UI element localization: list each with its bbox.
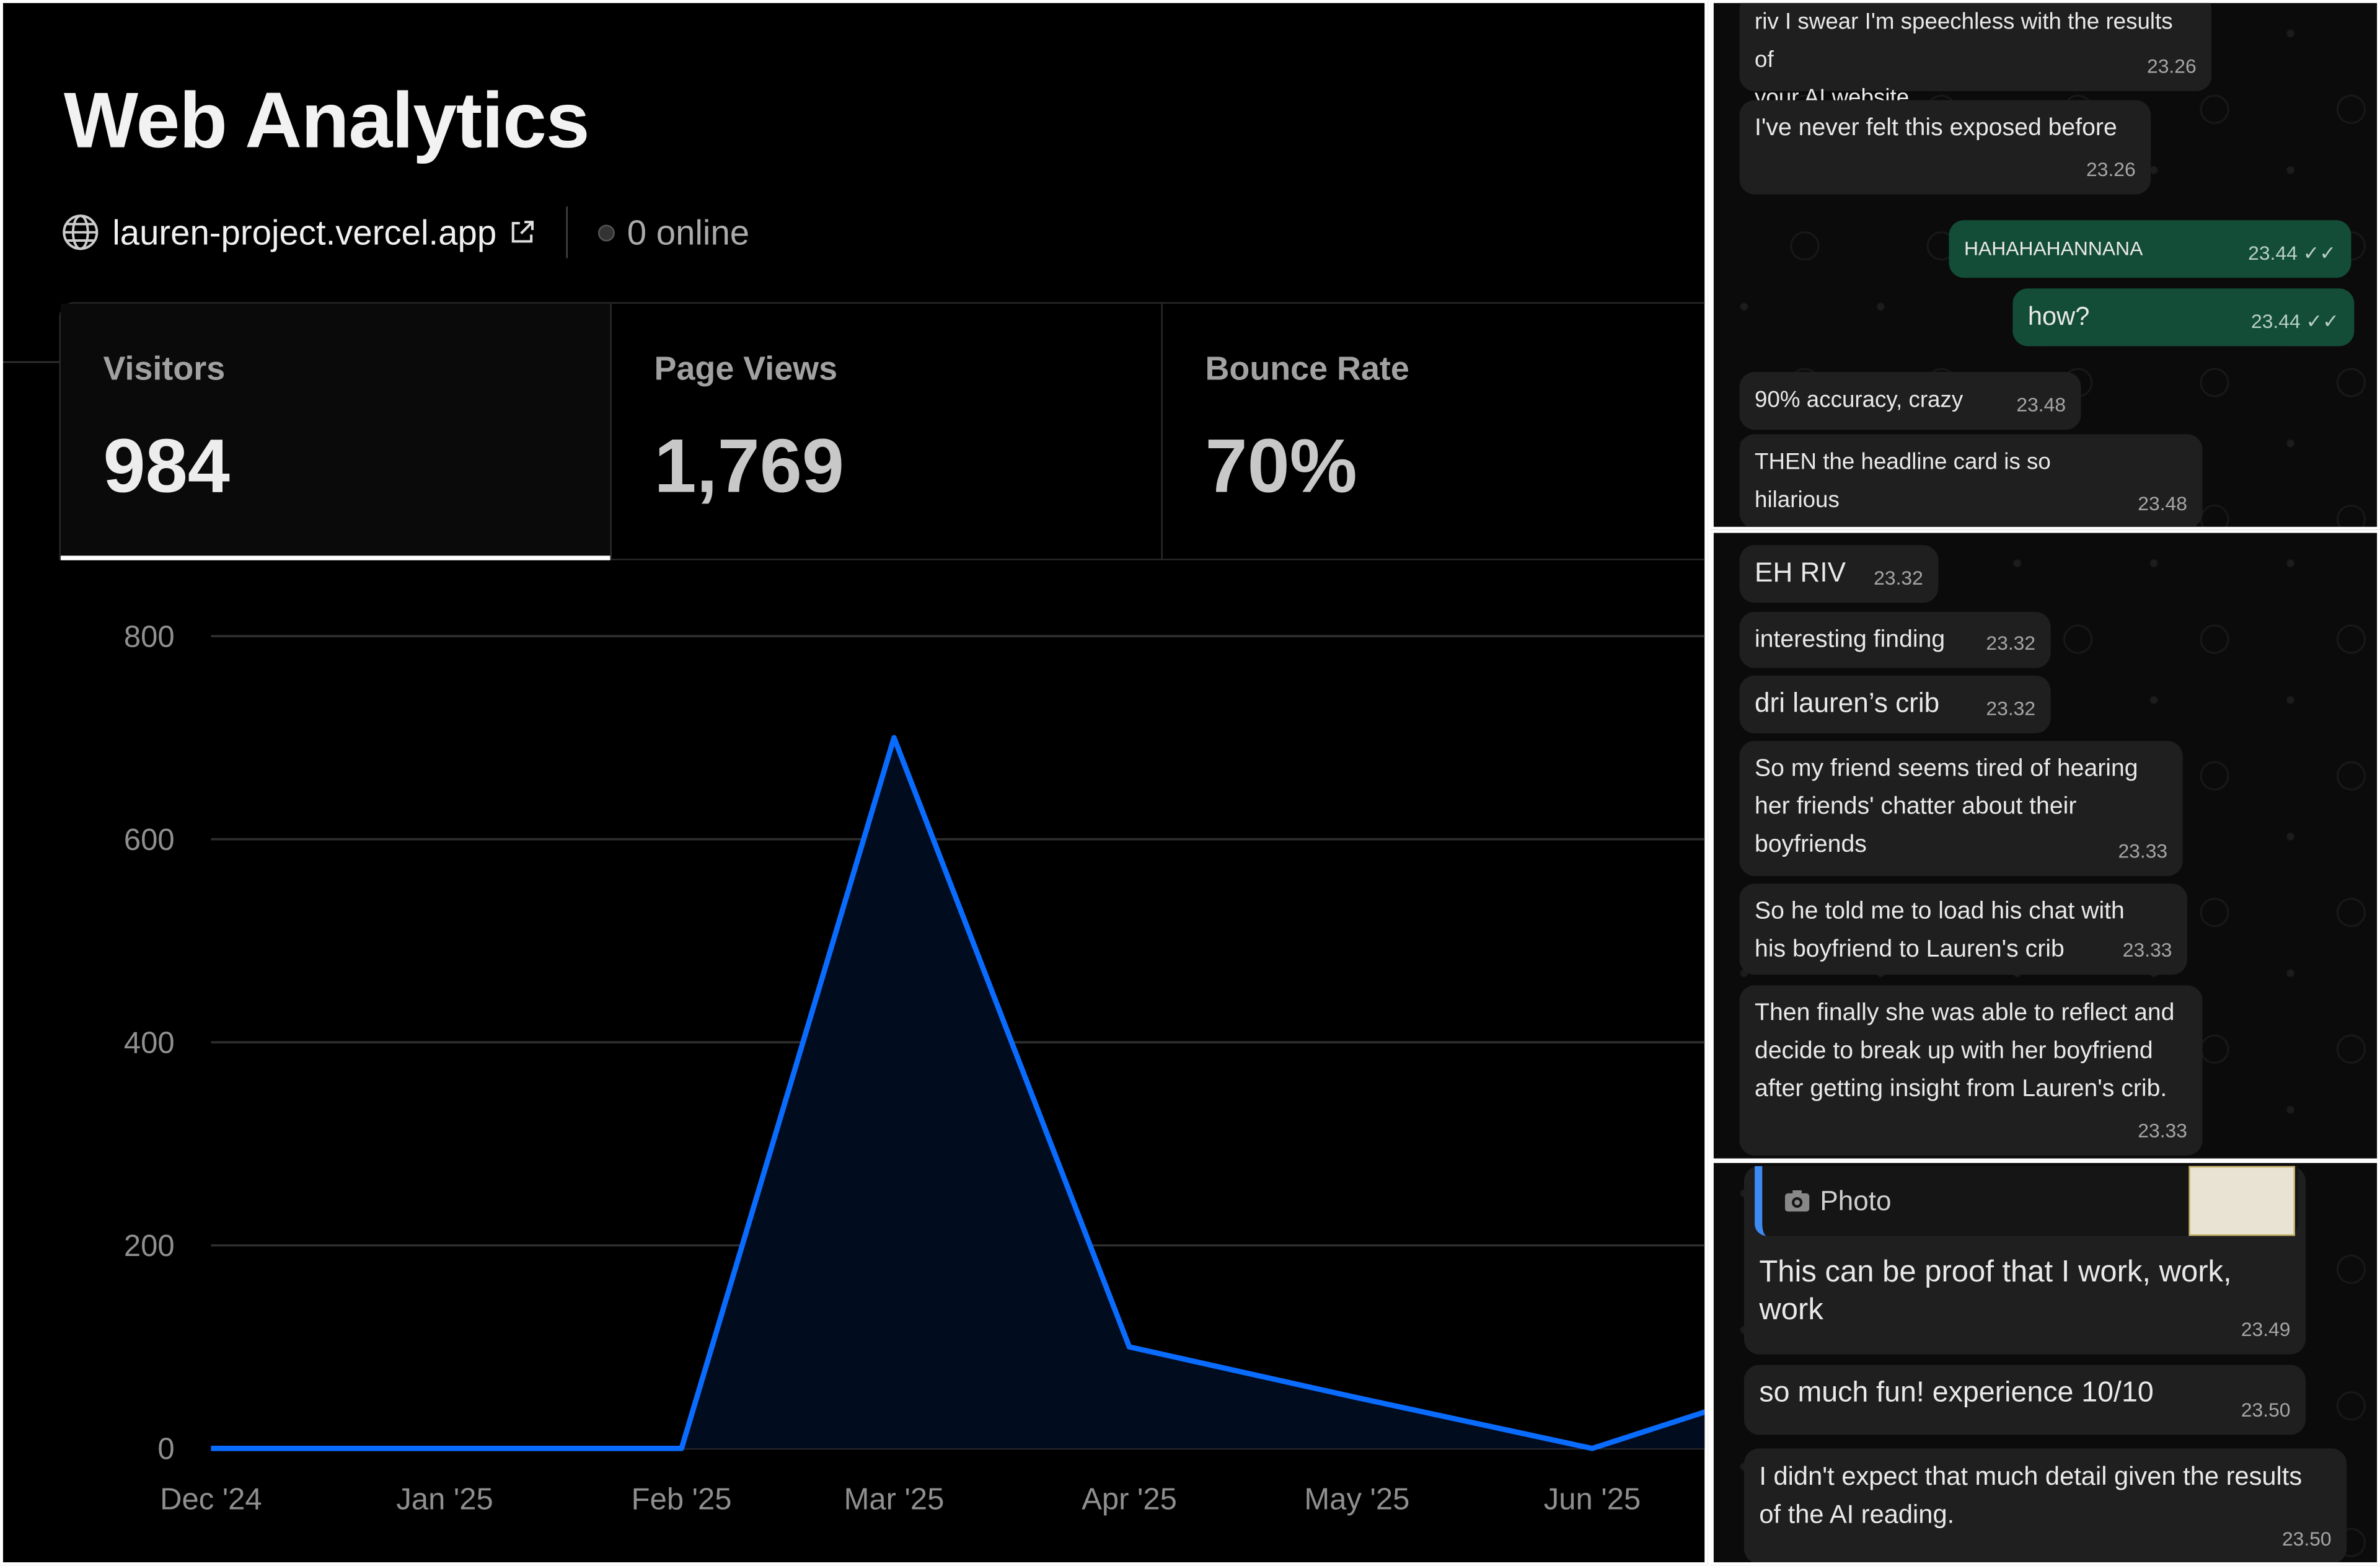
received-message-bubble[interactable]: dri lauren’s crib 23.32 (1739, 675, 2051, 733)
x-tick-label: Apr '25 (1082, 1482, 1177, 1516)
divider (566, 206, 568, 259)
message-time: 23.33 (2138, 1118, 2188, 1142)
metric-value: 984 (103, 423, 230, 509)
message-text: decide to break up with her boyfriend (1755, 1038, 2153, 1064)
metric-label: Bounce Rate (1205, 349, 1409, 387)
message-text: Then finally she was able to reflect and (1755, 1000, 2175, 1027)
received-message-bubble[interactable]: THEN the headline card is so hilarious 23.… (1739, 434, 2203, 527)
x-tick-label: Jan '25 (396, 1482, 493, 1516)
message-text: how? (2027, 302, 2090, 331)
chat-screenshot-1: riv I swear I'm speechless with the resu… (1711, 0, 2380, 530)
message-text: interesting finding (1755, 627, 1946, 653)
message-time: 23.44 ✓✓ (2251, 309, 2339, 333)
message-time: 23.26 (2146, 55, 2197, 77)
sent-message-bubble[interactable]: how? 23.44 ✓✓ (2012, 288, 2355, 347)
message-time: 23.32 (1986, 697, 2036, 720)
message-text: EH RIV (1755, 557, 1846, 588)
quote-label: Photo (1820, 1185, 1892, 1216)
received-message-bubble[interactable]: EH RIV 23.32 (1739, 545, 1939, 603)
message-text: So my friend seems tired of hearing (1755, 756, 2138, 782)
message-time: 23.33 (2122, 938, 2172, 962)
message-text: his boyfriend to Lauren's crib (1755, 937, 2065, 963)
message-text: of the AI reading. (1759, 1500, 1955, 1529)
message-text: hilarious (1755, 487, 1840, 513)
received-message-bubble[interactable]: interesting finding 23.32 (1739, 611, 2051, 668)
metric-value: 1,769 (654, 423, 844, 509)
message-time: 23.33 (2118, 839, 2168, 863)
message-text: 90% accuracy, crazy (1755, 387, 1963, 414)
message-time: 23.48 (2138, 492, 2188, 515)
message-time: 23.49 (2241, 1317, 2291, 1341)
metric-tab-visitors[interactable]: Visitors 984 (60, 303, 612, 560)
message-text: riv I swear I'm speechless with the resu… (1755, 9, 2173, 73)
area-fill (211, 737, 1705, 1449)
camera-icon (1785, 1190, 1810, 1212)
message-text: I've never felt this exposed before (1755, 115, 2117, 141)
message-text: I didn't expect that much detail given t… (1759, 1462, 2303, 1491)
message-time: 23.50 (2241, 1398, 2291, 1422)
x-tick-label: May '25 (1304, 1482, 1409, 1516)
metric-value: 70% (1205, 423, 1357, 509)
site-row: lauren-project.vercel.app 0 online (61, 206, 750, 259)
y-tick-label: 400 (124, 1026, 175, 1059)
online-count: 0 online (627, 211, 750, 252)
message-text: This can be proof that I work, work, (1759, 1255, 2232, 1290)
message-text: boyfriends (1755, 832, 1867, 858)
metric-tab-page-views[interactable]: Page Views 1,769 (612, 303, 1163, 559)
visitors-chart: 0 200 400 600 800 Dec '24 Jan '25 Feb '25 Mar '2… (124, 620, 1705, 1516)
chat-screenshot-2: EH RIV 23.32 interesting finding 23.32 dri l… (1711, 529, 2380, 1162)
message-text: THEN the headline card is so (1755, 449, 2051, 476)
y-tick-label: 200 (124, 1229, 175, 1263)
received-message-bubble[interactable]: This can be proof that I work, work, work… (1743, 1166, 2306, 1355)
received-message-bubble[interactable]: Then finally she was able to reflect and… (1739, 985, 2203, 1156)
message-text: work (1759, 1293, 1823, 1327)
received-message-bubble[interactable]: So my friend seems tired of hearing her f… (1739, 741, 2183, 877)
metric-tabs: Visitors 984 Page Views 1,769 Bounce Rate 7… (59, 302, 1705, 560)
message-time: 23.32 (1874, 566, 1923, 590)
x-tick-label: Mar '25 (844, 1482, 945, 1516)
series-line (211, 735, 1705, 1451)
photo-thumbnail[interactable] (2188, 1166, 2295, 1236)
received-message-bubble[interactable]: So he told me to load his chat with his b… (1739, 883, 2188, 975)
y-tick-label: 0 (157, 1432, 174, 1466)
metric-tab-bounce-rate[interactable]: Bounce Rate 70% (1163, 304, 1704, 559)
message-time: 23.48 (2016, 393, 2066, 417)
message-text: So he told me to load his chat with (1755, 898, 2125, 925)
received-message-bubble[interactable]: riv I swear I'm speechless with the resu… (1739, 2, 2212, 111)
y-tick-label: 800 (124, 620, 175, 653)
online-status-dot (598, 224, 615, 241)
page-title: Web Analytics (63, 77, 590, 166)
chat-screenshot-3: This can be proof that I work, work, work… (1711, 1160, 2380, 1565)
x-tick-label: Feb '25 (632, 1482, 732, 1516)
site-link[interactable]: lauren-project.vercel.app (112, 211, 497, 252)
message-text: dri lauren’s crib (1755, 688, 1940, 719)
metric-label: Visitors (103, 349, 226, 387)
x-tick-label: Dec '24 (160, 1482, 262, 1516)
received-message-bubble[interactable]: I've never felt this exposed before 23.26 (1739, 100, 2151, 195)
message-text: her friends' chatter about their (1755, 794, 2077, 820)
message-time: 23.26 (2086, 157, 2136, 181)
message-time: 23.44 ✓✓ (2248, 241, 2337, 265)
globe-icon (63, 215, 99, 250)
divider (2, 361, 61, 363)
message-time: 23.50 (2281, 1527, 2332, 1551)
x-tick-label: Jun '25 (1544, 1482, 1641, 1516)
received-message-bubble[interactable]: I didn't expect that much detail given t… (1743, 1448, 2347, 1563)
message-text: HAHAHAHANNANA (1964, 237, 2143, 260)
y-tick-label: 600 (124, 823, 175, 857)
message-time: 23.32 (1986, 631, 2036, 655)
web-analytics-panel: Web Analytics lauren-project.vercel.app … (0, 0, 1708, 1565)
metric-label: Page Views (654, 349, 838, 387)
quoted-photo-reply[interactable]: Photo (1755, 1166, 2298, 1236)
received-message-bubble[interactable]: 90% accuracy, crazy 23.48 (1739, 372, 2081, 430)
sent-message-bubble[interactable]: HAHAHAHANNANA 23.44 ✓✓ (1949, 220, 2351, 278)
message-text: after getting insight from Lauren's crib… (1755, 1076, 2167, 1102)
received-message-bubble[interactable]: so much fun! experience 10/10 23.50 (1743, 1365, 2306, 1435)
external-link-icon[interactable] (509, 219, 536, 246)
message-text: so much fun! experience 10/10 (1759, 1377, 2154, 1409)
